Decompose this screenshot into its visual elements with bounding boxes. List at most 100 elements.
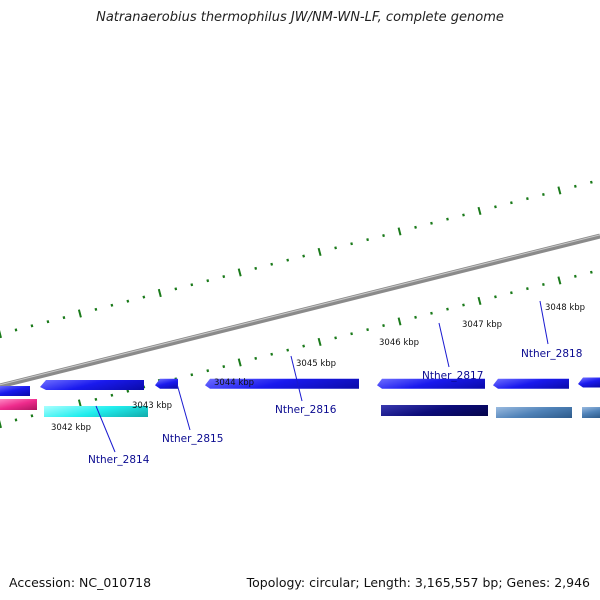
inner-major-tick — [0, 419, 2, 429]
inner-minor-tick — [190, 373, 194, 377]
tick-label-3044: 3044 kbp — [214, 378, 254, 388]
outer-minor-tick — [494, 205, 497, 209]
inner-minor-tick — [430, 311, 433, 315]
gene-forward-2[interactable] — [40, 356, 144, 417]
outer-minor-tick — [30, 324, 34, 328]
outer-minor-tick — [573, 184, 577, 188]
outer-minor-tick — [222, 275, 226, 279]
inner-minor-tick — [14, 418, 18, 422]
inner-minor-tick — [526, 287, 529, 291]
leader-nther-2818 — [539, 300, 549, 345]
gene-reverse-steel[interactable] — [496, 388, 572, 437]
gene-forward-5[interactable] — [377, 353, 485, 416]
leader-nther-2814 — [95, 405, 116, 453]
leader-nther-2816 — [290, 355, 303, 402]
inner-minor-tick — [334, 336, 337, 340]
inner-minor-tick — [286, 348, 290, 352]
inner-minor-tick — [126, 389, 130, 393]
leader-nther-2815 — [176, 383, 191, 431]
outer-minor-tick — [110, 303, 114, 307]
tick-label-3042: 3042 kbp — [51, 423, 91, 433]
outer-minor-tick — [366, 238, 369, 242]
inner-major-tick — [557, 276, 562, 285]
outer-major-tick — [397, 227, 402, 236]
inner-minor-tick — [589, 270, 593, 274]
outer-minor-tick — [286, 258, 290, 262]
gene-label-nther-2815[interactable]: Nther_2815 — [162, 433, 223, 445]
tick-label-3043: 3043 kbp — [132, 401, 172, 411]
inner-minor-tick — [366, 328, 369, 332]
outer-minor-tick — [142, 295, 146, 299]
tick-label-3047: 3047 kbp — [462, 320, 502, 330]
genome-title: Natranaerobius thermophilus JW/NM-WN-LF,… — [96, 10, 504, 25]
accession-text: Accession: NC_010718 — [9, 575, 152, 590]
inner-minor-tick — [446, 307, 449, 311]
outer-major-tick — [477, 206, 482, 216]
gene-reverse-navy[interactable] — [381, 378, 488, 443]
inner-minor-tick — [94, 397, 98, 401]
inner-minor-tick — [302, 344, 306, 348]
outer-minor-tick — [94, 307, 98, 311]
outer-minor-tick — [589, 180, 593, 184]
inner-minor-tick — [462, 303, 465, 307]
inner-minor-tick — [542, 283, 545, 287]
gene-reverse-pink[interactable] — [0, 390, 37, 420]
inner-minor-tick — [350, 332, 353, 336]
inner-minor-tick — [30, 414, 34, 418]
inner-minor-tick — [510, 291, 513, 295]
inner-minor-tick — [270, 352, 274, 356]
gene-forward-6[interactable] — [493, 361, 569, 408]
outer-minor-tick — [14, 328, 18, 332]
inner-major-tick — [397, 317, 402, 326]
outer-minor-tick — [462, 213, 465, 217]
gene-forward-3[interactable] — [155, 374, 178, 394]
inner-minor-tick — [573, 274, 577, 278]
outer-minor-tick — [302, 254, 306, 258]
gene-label-nther-2814[interactable]: Nther_2814 — [88, 454, 150, 466]
outer-minor-tick — [542, 193, 545, 197]
tick-label-3048: 3048 kbp — [545, 303, 585, 313]
inner-major-tick — [317, 337, 322, 347]
outer-tick-row — [0, 180, 593, 339]
inner-minor-tick — [222, 365, 226, 369]
inner-minor-tick — [110, 393, 114, 397]
outer-minor-tick — [526, 197, 529, 201]
inner-minor-tick — [414, 315, 417, 319]
outer-minor-tick — [430, 221, 433, 225]
gene-reverse-steel-2[interactable] — [582, 403, 600, 423]
gene-forward-1[interactable] — [0, 379, 30, 404]
outer-minor-tick — [190, 283, 194, 287]
outer-major-tick — [157, 288, 162, 298]
tick-label-3045: 3045 kbp — [296, 359, 336, 369]
outer-major-tick — [557, 186, 562, 195]
outer-minor-tick — [414, 225, 417, 229]
outer-minor-tick — [206, 279, 210, 283]
genome-backbone — [0, 233, 600, 389]
genome-backbone-highlight — [0, 234, 600, 386]
outer-minor-tick — [382, 234, 385, 238]
inner-minor-tick — [382, 324, 385, 328]
outer-minor-tick — [46, 320, 50, 324]
gene-reverse-cyan[interactable] — [44, 380, 148, 443]
gene-label-nther-2817[interactable]: Nther_2817 — [422, 370, 483, 382]
outer-major-tick — [317, 247, 322, 257]
gene-label-nther-2816[interactable]: Nther_2816 — [275, 404, 337, 416]
outer-major-tick — [0, 329, 2, 339]
inner-major-tick — [477, 296, 482, 306]
tick-label-3046: 3046 kbp — [379, 338, 419, 348]
outer-minor-tick — [510, 201, 513, 205]
inner-minor-tick — [206, 369, 210, 373]
gene-forward-4[interactable] — [205, 342, 359, 428]
gene-forward-7[interactable] — [578, 373, 600, 393]
gene-label-nther-2818[interactable]: Nther_2818 — [521, 348, 582, 360]
outer-major-tick — [237, 268, 242, 277]
outer-minor-tick — [126, 299, 130, 303]
genome-summary-text: Topology: circular; Length: 3,165,557 bp… — [246, 575, 590, 590]
leader-nther-2817 — [438, 322, 450, 368]
outer-minor-tick — [174, 287, 178, 291]
outer-minor-tick — [62, 316, 66, 320]
outer-minor-tick — [270, 262, 274, 266]
outer-major-tick — [77, 309, 82, 318]
outer-minor-tick — [350, 242, 353, 246]
